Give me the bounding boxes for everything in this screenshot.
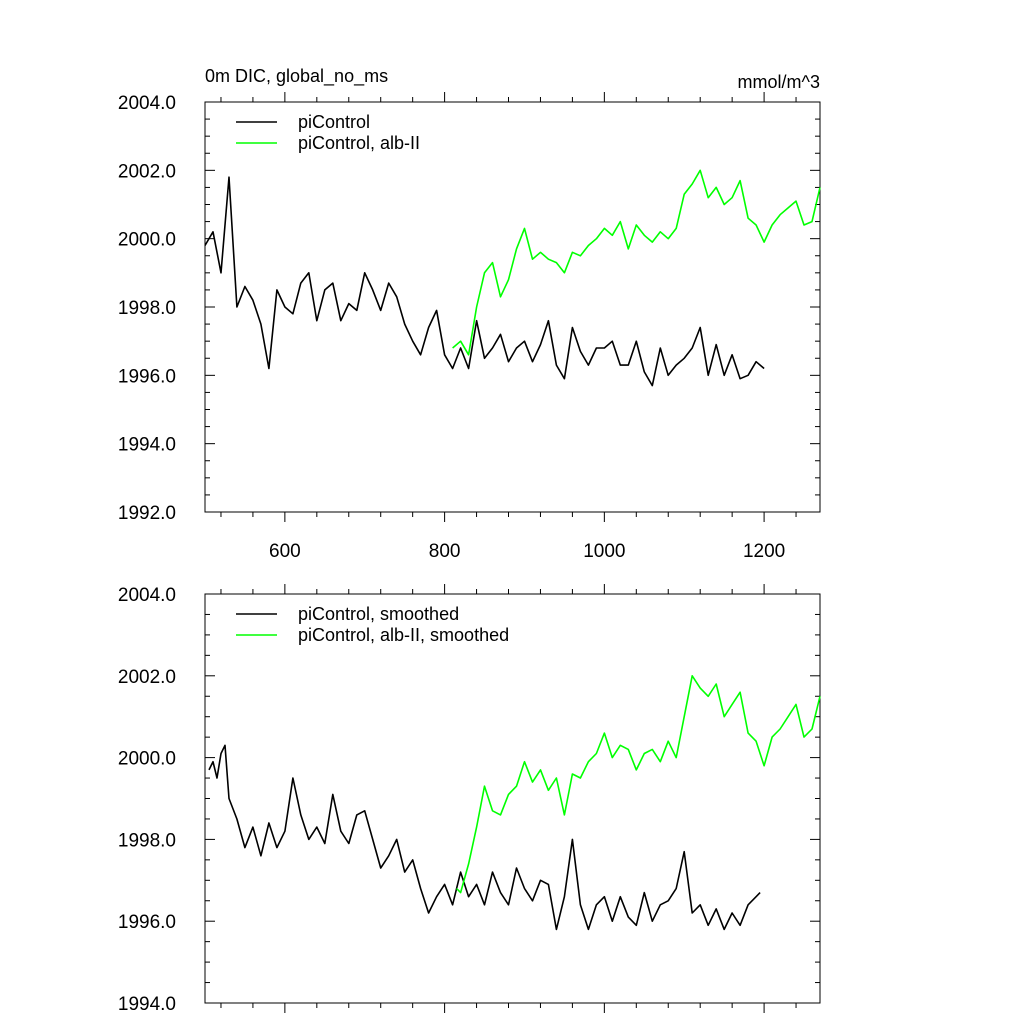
chart1-ytick-label: 2000.0: [118, 230, 176, 251]
chart1-xtick-label: 1000: [583, 541, 625, 562]
chart2-legend-label: piControl, alb-II, smoothed: [298, 625, 509, 645]
chart1-series-line-1: [204, 176, 765, 387]
chart1-xtick-label: 1200: [743, 541, 785, 562]
chart2-series-line-1: [208, 744, 761, 931]
chart1-ytick-label: 2002.0: [118, 161, 176, 182]
chart2-ytick-label: 1994.0: [118, 994, 176, 1015]
chart1-ytick-label: 1992.0: [118, 503, 176, 524]
chart1-plot-area: 1992.0 1994.0 1996.0 1998.0 2000.0 2002.0 2004…: [118, 92, 821, 562]
chart2-series-line-2: [456, 674, 821, 894]
chart1-ytick-label: 2004.0: [118, 93, 176, 114]
chart1-xtick-label: 600: [269, 541, 301, 562]
chart2-legend-label: piControl, smoothed: [298, 604, 459, 624]
chart1-title-left: 0m DIC, global_no_ms: [205, 66, 388, 87]
chart2-plot-area: 1994.0 1996.0 1998.0 2000.0 2002.0 2004.0 piCo…: [118, 584, 821, 1015]
chart1-legend-label: piControl, alb-II: [298, 133, 420, 153]
chart1-xtick-label: 800: [429, 541, 461, 562]
chart2-ytick-label: 2000.0: [118, 749, 176, 770]
chart2-ytick-label: 2004.0: [118, 585, 176, 606]
chart2-ytick-label: 1998.0: [118, 830, 176, 851]
chart1-ytick-label: 1994.0: [118, 435, 176, 456]
chart1-ytick-label: 1998.0: [118, 298, 176, 319]
chart1-ytick-label: 1996.0: [118, 366, 176, 387]
chart1-legend-label: piControl: [298, 112, 370, 132]
chart2-ytick-label: 2002.0: [118, 667, 176, 688]
chart1-title-right: mmol/m^3: [738, 72, 820, 92]
chart1-series-line-2: [452, 169, 821, 356]
chart2-ytick-label: 1996.0: [118, 912, 176, 933]
chart1-frame: [204, 101, 821, 513]
